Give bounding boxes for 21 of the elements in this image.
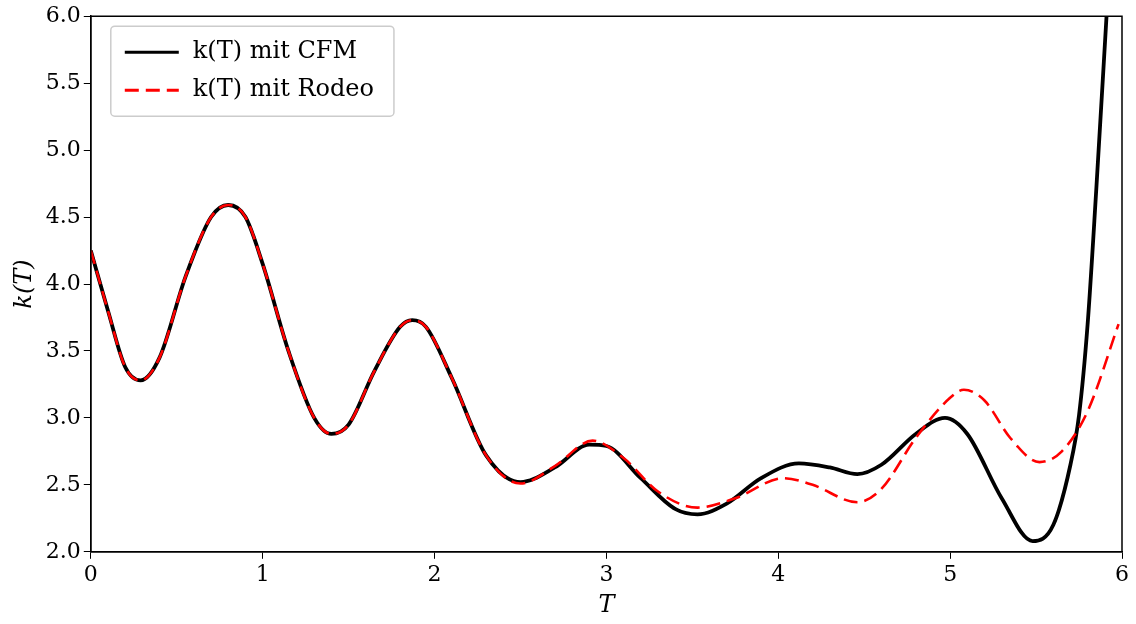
y-tick-label: 2.0 bbox=[45, 537, 81, 563]
y-tick-label: 4.5 bbox=[45, 202, 81, 228]
x-axis-title: T bbox=[598, 589, 617, 618]
x-tick-label: 1 bbox=[255, 560, 270, 586]
x-tick-label: 3 bbox=[599, 560, 614, 586]
x-tick-label: 5 bbox=[943, 560, 958, 586]
legend-label: k(T) mit Rodeo bbox=[192, 74, 374, 103]
y-tick-label: 5.0 bbox=[45, 135, 81, 161]
y-tick-label: 3.5 bbox=[45, 336, 81, 362]
y-axis-title: k(T) bbox=[8, 259, 37, 309]
y-tick-label: 5.5 bbox=[45, 68, 81, 94]
y-tick-label: 3.0 bbox=[45, 403, 81, 429]
x-tick-label: 4 bbox=[771, 560, 786, 586]
y-tick-label: 6.0 bbox=[45, 1, 81, 27]
x-tick-label: 6 bbox=[1115, 560, 1129, 586]
x-tick-label: 2 bbox=[427, 560, 442, 586]
legend-label: k(T) mit CFM bbox=[192, 36, 357, 65]
y-tick-label: 4.0 bbox=[45, 269, 81, 295]
y-tick-label: 2.5 bbox=[45, 470, 81, 496]
x-tick-label: 0 bbox=[83, 560, 98, 586]
line-series bbox=[90, 203, 1120, 509]
